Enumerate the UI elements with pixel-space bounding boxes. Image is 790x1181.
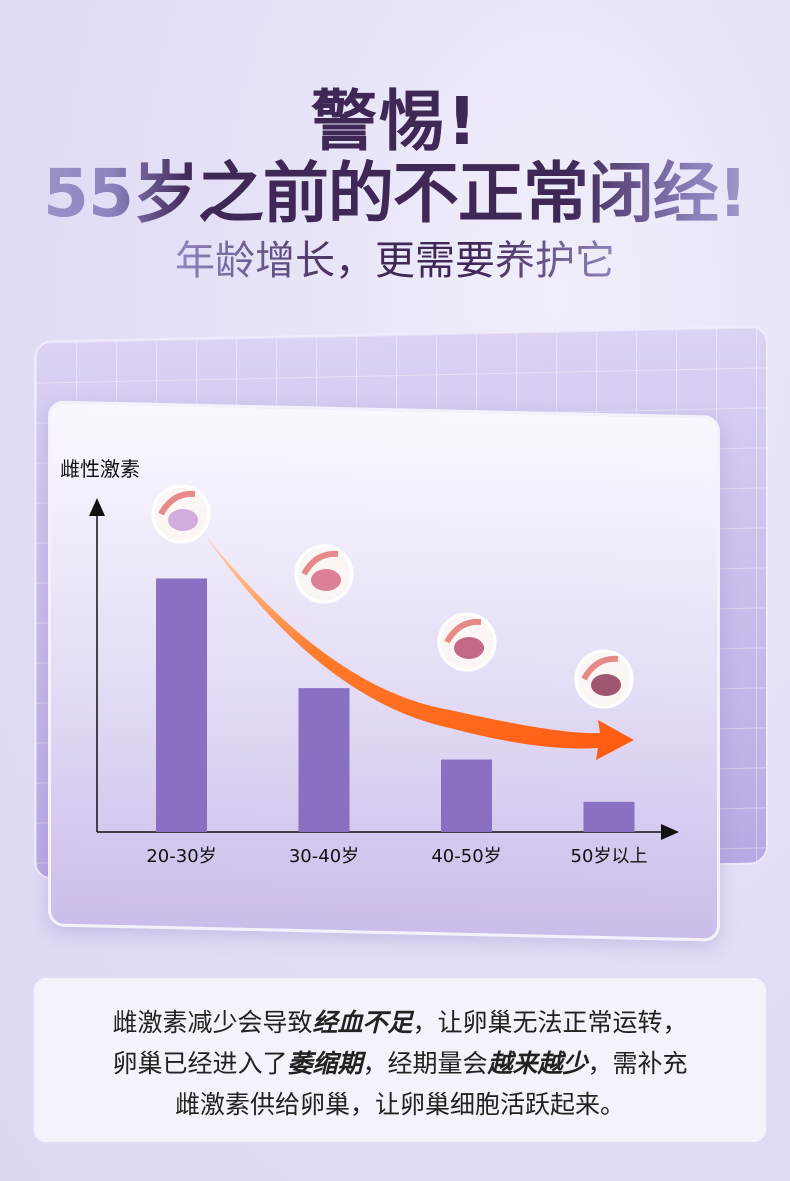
ovary-stage3-icon	[437, 612, 497, 672]
text-segment: ，让卵巢无法正常运转，	[412, 1008, 688, 1037]
emphasis: 萎缩期	[287, 1049, 363, 1078]
subtitle: 年龄增长，更需要养护它	[0, 228, 790, 286]
x-tick-label: 50岁以上	[571, 846, 648, 867]
healthy-ovary-icon	[151, 484, 211, 544]
info-text: 雌激素减少会导致经血不足，让卵巢无法正常运转， 卵巢已经进入了萎缩期，经期量会越…	[34, 978, 766, 1125]
text-segment: ，经期量会	[362, 1049, 488, 1078]
emphasis: 越来越少	[487, 1049, 588, 1078]
bar-40-50岁	[441, 759, 492, 832]
bar-50岁以上	[583, 801, 635, 832]
x-axis-arrow	[661, 824, 679, 840]
text-segment: 雌激素供给卵巢，让卵巢细胞活跃起来。	[174, 1090, 625, 1119]
ovary-atrophy-icon	[574, 649, 634, 709]
x-tick-label: 30-40岁	[289, 846, 359, 867]
y-axis-arrow	[89, 498, 105, 516]
emphasis: 经血不足	[312, 1008, 413, 1037]
headline: 55岁之前的不正常闭经!	[0, 140, 790, 236]
page-title: 警惕!	[310, 83, 480, 160]
text-segment: 卵巢已经进入了	[112, 1049, 288, 1078]
text-segment: ，需补充	[587, 1049, 688, 1078]
x-tick-label: 40-50岁	[431, 846, 501, 867]
bar-20-30岁	[156, 578, 207, 832]
text-segment: 雌激素减少会导致	[112, 1008, 313, 1037]
info-box: 雌激素减少会导致经血不足，让卵巢无法正常运转， 卵巢已经进入了萎缩期，经期量会越…	[32, 976, 768, 1144]
ovary-stage2-icon	[294, 544, 354, 604]
bar-chart: 雌性激素 20-30岁 30-40岁 40-50岁 50岁以上	[60, 457, 679, 867]
y-axis-label: 雌性激素	[60, 457, 140, 481]
bar-30-40岁	[298, 688, 350, 832]
trend-arrow	[205, 535, 634, 760]
x-tick-label: 20-30岁	[146, 846, 216, 867]
